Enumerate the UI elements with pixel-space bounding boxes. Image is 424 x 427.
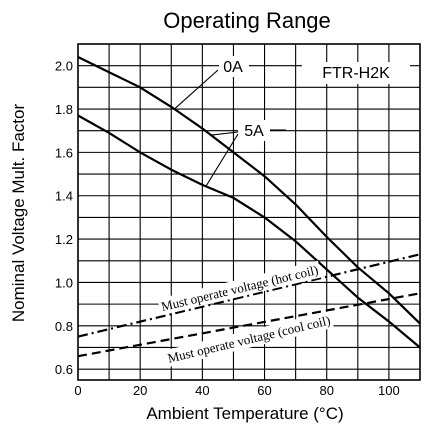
series-label-5a-background — [238, 120, 270, 141]
cool-label-g-background — [163, 311, 334, 368]
y-tick-label: 0.6 — [55, 362, 73, 377]
x-tick-label: 40 — [195, 383, 209, 398]
x-tick-label: 0 — [74, 383, 81, 398]
y-tick-label: 1.6 — [55, 145, 73, 160]
x-tick-label: 80 — [319, 383, 333, 398]
hot-coil-label: Must operate voltage (hot coil) — [157, 260, 322, 316]
x-tick-label: 100 — [378, 383, 400, 398]
plot-frame — [77, 43, 421, 381]
cool-coil-label-text: Must operate voltage (cool coil) — [166, 312, 332, 365]
series-line-5a — [77, 114, 421, 349]
series-label-5a-leader — [211, 131, 239, 136]
y-tick-label: 1.8 — [55, 102, 73, 117]
hot-coil-line — [77, 253, 421, 338]
series-lines — [77, 56, 421, 358]
x-tick-label: 60 — [257, 383, 271, 398]
y-tick-label: 2.0 — [55, 59, 73, 74]
series-label-0a-text: 0A — [223, 59, 243, 76]
cool-coil-line — [77, 292, 421, 358]
series-label-5a-leader — [205, 133, 239, 188]
cool-coil-label: Must operate voltage (cool coil) — [163, 311, 334, 368]
grid — [78, 44, 420, 380]
y-tick-label: 1.4 — [55, 189, 73, 204]
tick-labels: 0 20 40 60 80 100 0.6 0.8 1.0 1.2 1.4 1.6 1.8 2.0 — [55, 59, 400, 398]
series-line-0a — [77, 56, 421, 325]
y-tick-label: 0.8 — [55, 319, 73, 334]
chart-title: Operating Range — [163, 8, 331, 33]
hot-label-g-background — [157, 260, 322, 316]
x-tick-label: 20 — [133, 383, 147, 398]
model-label-text: FTR-H2K — [322, 65, 390, 82]
series-label-0a-background — [219, 56, 249, 77]
y-axis-label: Nominal Voltage Mult. Factor — [9, 104, 28, 323]
x-axis-label: Ambient Temperature (°C) — [146, 404, 343, 423]
y-tick-label: 1.0 — [55, 275, 73, 290]
series-label-5a-text: 5A — [244, 123, 264, 140]
y-tick-label: 1.2 — [55, 232, 73, 247]
model-label-background — [302, 62, 410, 84]
model-label: FTR-H2K — [302, 62, 410, 84]
series-label-0a-leader — [174, 69, 219, 110]
series-label-0a: 0A — [219, 56, 249, 77]
series-label-5a: 5A — [238, 120, 270, 141]
